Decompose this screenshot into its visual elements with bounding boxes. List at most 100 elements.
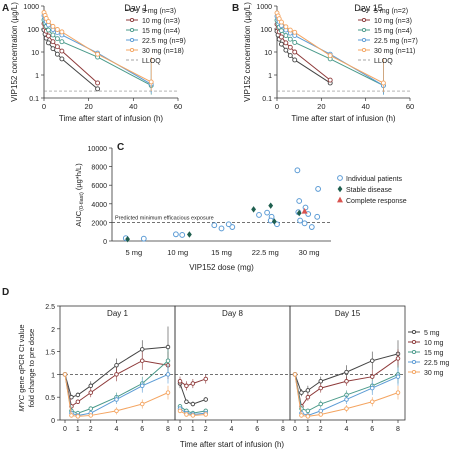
panel-b-data-point <box>292 49 298 55</box>
panel-c-point-open-circle <box>225 221 232 228</box>
panel-d-legend-marker <box>411 339 417 345</box>
panel-c-category-label: 5 mg <box>126 248 143 257</box>
panel-d-sub2-data-point <box>203 412 208 417</box>
panel-a-data-point <box>46 33 51 39</box>
panel-a-legend-label: 5 mg (n=3) <box>142 8 176 15</box>
panel-d-ytick-label: 0 <box>51 418 55 425</box>
panel-c-point-open-circle <box>297 217 304 224</box>
panel-a-ytick-label: 100 <box>27 27 39 34</box>
panel-c-point-open-circle <box>315 186 322 192</box>
panel-c-xlabel: VIP152 dose (mg) <box>189 263 254 272</box>
panel-b-ytick-label: 10 <box>264 50 272 57</box>
panel-b-legend-marker <box>361 47 367 53</box>
panel-d-sub1-xtick-label: 4 <box>115 426 119 433</box>
panel-a-legend-marker <box>129 47 135 53</box>
panel-d-sub2-series-line-4 <box>179 410 206 416</box>
panel-d-sub2-data-point <box>190 401 196 407</box>
panel-d-sub1-data-point <box>165 344 171 350</box>
panel-b-legend-marker <box>361 27 367 33</box>
panel-a-data-point <box>46 40 51 46</box>
panel-d-sub1-data-point <box>139 383 145 389</box>
panel-c-point-open-circle <box>211 222 218 229</box>
panel-d-sub1-xtick-label: 8 <box>166 426 170 433</box>
panel-b-ylabel: VIP152 concentration (µg/L) <box>243 2 252 102</box>
panel-d-ytick-label: 1 <box>51 372 55 379</box>
panel-d-sub1-data-point <box>88 406 93 411</box>
panel-d-sub3-data-point <box>395 390 401 395</box>
panel-a-data-point <box>95 51 101 57</box>
panel-a-data-point <box>50 32 56 38</box>
panel-d-sub1-xtick-label: 2 <box>89 426 93 433</box>
panel-d-sub3-xtick-label: 6 <box>370 426 374 433</box>
panel-c-legend-label: Complete response <box>346 198 407 205</box>
panel-c-point-diamond <box>271 218 277 225</box>
panel-d-sub1-data-point <box>75 392 81 398</box>
panel-d-ylabel-line2: fold change to pre dose <box>27 329 36 407</box>
panel-d-ytick-label: 0.5 <box>45 395 55 402</box>
panel-d-legend-marker <box>411 359 417 365</box>
panel-c-legend-label: Individual patients <box>346 176 403 183</box>
panel-d-legend-label: 10 mg <box>424 340 444 347</box>
panel-d-sub2-data-point <box>177 408 183 414</box>
panel-b-legend-label: 30 mg (n=11) <box>374 48 415 55</box>
panel-a-legend-marker <box>129 7 135 13</box>
panel-a-xlabel: Time after start of infusion (h) <box>59 114 164 123</box>
panel-b-series-line-4 <box>276 12 384 84</box>
panel-a-data-point <box>50 46 56 52</box>
panel-b-legend-label: 15 mg (n=4) <box>374 28 412 35</box>
panel-d-sub1-data-point <box>114 408 119 414</box>
panel-b-ytick-label: 0.1 <box>262 96 272 103</box>
panel-b-data-point <box>276 16 282 22</box>
panel-c-category-label: 10 mg <box>167 248 188 257</box>
panel-d-sub3-title: Day 15 <box>335 309 361 318</box>
panel-d-sub3-data-point <box>344 369 349 375</box>
panel-a-data-point <box>50 23 56 29</box>
panel-d-sub2-series-line-3 <box>179 408 206 416</box>
panel-a-series-line-4 <box>43 12 152 83</box>
panel-d-sub3-data-point <box>292 372 298 377</box>
panel-b-data-point <box>278 34 284 40</box>
panel-c-legend-label: Stable disease <box>346 187 392 194</box>
panel-a-data-point <box>46 27 51 33</box>
panel-a-data-point <box>59 29 65 35</box>
panel-c-point-triangle <box>301 207 308 214</box>
panel-c-point-open-circle <box>179 232 186 238</box>
panel-c-category-label: 15 mg <box>211 248 232 257</box>
panel-d-sub2-data-point <box>203 397 208 402</box>
panel-b-xtick-label: 60 <box>406 102 414 111</box>
panel-d-sub3-data-point <box>299 413 304 418</box>
panel-b-data-point <box>278 28 284 34</box>
panel-b-data-point <box>292 29 298 35</box>
panel-b-data-point <box>292 57 298 63</box>
panel-d-legend-marker <box>411 349 417 355</box>
panel-d-sub3-data-point <box>344 406 349 411</box>
panel-letter-a: A <box>2 3 9 14</box>
panel-d-sub1-data-point <box>114 363 119 368</box>
panel-d-sub3-data-point <box>370 374 375 379</box>
panel-d-sub2-data-point <box>184 412 189 417</box>
panel-b-series-line-0 <box>276 31 331 84</box>
panel-a-ytick-label: 0.1 <box>29 96 39 103</box>
panel-d-xlabel: Time after start of infusion (h) <box>180 440 285 449</box>
panel-c-legend-marker <box>337 196 343 203</box>
panel-d-ytick-label: 1.5 <box>45 350 55 357</box>
panel-d-sub3-data-point <box>395 356 401 361</box>
panel-a-xtick-label: 60 <box>174 102 182 111</box>
panel-d-ylabel-line1: MYC gene qPCR Ct value <box>17 324 26 411</box>
panel-d-sub1-data-point <box>114 372 119 377</box>
panel-c-point-diamond <box>296 209 302 217</box>
panel-a-data-point <box>43 15 49 21</box>
panel-a-legend-marker <box>129 17 135 23</box>
panel-c-point-open-circle <box>173 231 179 238</box>
panel-d-sub1-title: Day 1 <box>107 309 128 318</box>
panel-d-sub2-series-line-1 <box>179 378 206 387</box>
panel-d-sub1-data-point <box>75 414 81 419</box>
panel-a-data-point <box>59 39 65 45</box>
panel-a-legend-label: 22.5 mg (n=9) <box>142 38 186 45</box>
panel-d-legend-label: 22.5 mg <box>424 360 449 367</box>
panel-c-point-open-circle <box>140 235 147 242</box>
panel-a-data-point <box>148 79 154 85</box>
panel-d-sub1-data-point <box>88 390 93 395</box>
panel-b-legend-marker <box>361 7 367 13</box>
panel-d-sub3-data-point <box>318 401 324 407</box>
